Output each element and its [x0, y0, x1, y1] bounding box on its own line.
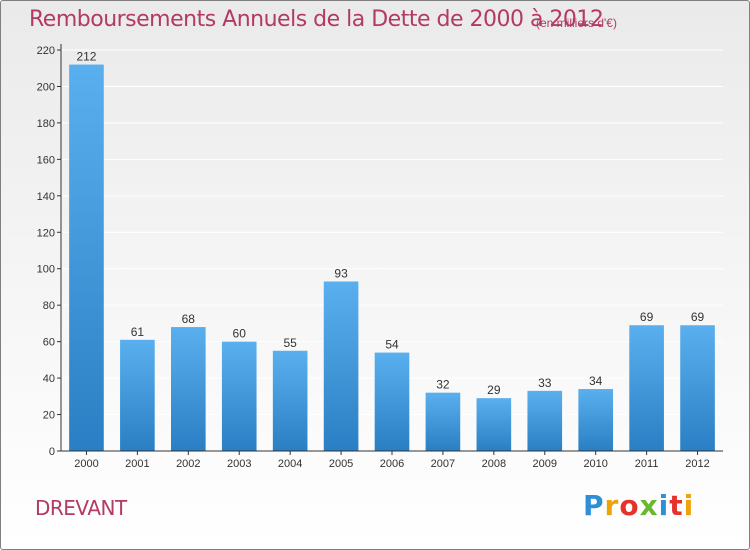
axes: 0 20 40 60 80 100 120 140 160 180 200 220 2000 2001 20… [37, 44, 723, 470]
logo-letter: x [639, 489, 659, 522]
x-tick-label-2005: 2005 [329, 458, 353, 470]
y-tick-label: 180 [37, 118, 55, 130]
value-label-2000: 212 [76, 50, 96, 64]
value-label-2007: 32 [436, 378, 450, 392]
bar-2012 [680, 325, 715, 451]
value-label-2012: 69 [691, 310, 705, 324]
x-tick-label-2007: 2007 [431, 458, 455, 470]
y-tick-label: 200 [37, 81, 55, 93]
bar-2010 [578, 389, 614, 451]
x-tick-label-2009: 2009 [533, 458, 557, 470]
y-tick-label: 160 [37, 154, 55, 166]
y-tick-label: 0 [49, 446, 55, 458]
x-tick-label-2002: 2002 [176, 458, 200, 470]
y-tick-label: 220 [37, 45, 55, 57]
y-tick-label: 120 [37, 227, 55, 239]
logo-letter: P [583, 489, 605, 522]
value-label-2003: 60 [233, 327, 247, 341]
logo-letter: i [658, 489, 670, 522]
value-label-2005: 93 [334, 266, 348, 280]
commune-name: DREVANT [35, 496, 127, 520]
x-tick-label-2004: 2004 [278, 458, 302, 470]
bar-2005 [323, 281, 359, 451]
y-tick-label: 80 [43, 300, 55, 312]
value-label-2011: 69 [640, 310, 654, 324]
y-tick-label: 100 [37, 264, 55, 276]
y-tick-label: 20 [43, 410, 55, 422]
value-label-2001: 61 [131, 325, 145, 339]
value-label-2008: 29 [487, 383, 501, 397]
bar-2001 [120, 339, 155, 451]
logo-letter: r [604, 489, 620, 522]
chart-unit: (en milliers d'€) [536, 16, 617, 30]
y-tick-label: 140 [37, 191, 55, 203]
logo-letter: t [669, 489, 684, 522]
value-label-2004: 55 [283, 336, 297, 350]
bar-2008 [476, 398, 512, 451]
bar-2004 [272, 350, 308, 451]
bar-2003 [221, 341, 257, 451]
proxiti-logo: Proxiti [583, 489, 694, 522]
x-tick-label-2012: 2012 [685, 458, 709, 470]
value-label-2006: 54 [385, 338, 399, 352]
bars [69, 64, 715, 451]
y-tick-label: 40 [43, 373, 55, 385]
x-tick-label-2008: 2008 [482, 458, 506, 470]
bar-2000 [69, 64, 104, 451]
x-tick-label-2010: 2010 [583, 458, 607, 470]
x-tick-label-2001: 2001 [125, 458, 149, 470]
chart-title: Remboursements Annuels de la Dette de 20… [29, 7, 604, 32]
value-label-2002: 68 [182, 312, 196, 326]
y-tick-label: 60 [43, 337, 55, 349]
x-tick-label-2011: 2011 [635, 458, 659, 470]
x-tick-label-2006: 2006 [380, 458, 404, 470]
value-label-2010: 34 [589, 374, 603, 388]
logo-letter: i [683, 489, 695, 522]
x-tick-label-2000: 2000 [74, 458, 98, 470]
logo-letter: o [619, 489, 640, 522]
bar-2011 [629, 325, 664, 451]
bar-2007 [425, 392, 461, 451]
value-labels: 212 61 68 60 55 93 54 32 29 33 34 69 69 [76, 50, 704, 398]
bar-2009 [527, 390, 563, 451]
value-label-2009: 33 [538, 376, 552, 390]
x-tick-label-2003: 2003 [227, 458, 251, 470]
bar-2002 [170, 327, 206, 451]
bar-2006 [374, 352, 410, 451]
